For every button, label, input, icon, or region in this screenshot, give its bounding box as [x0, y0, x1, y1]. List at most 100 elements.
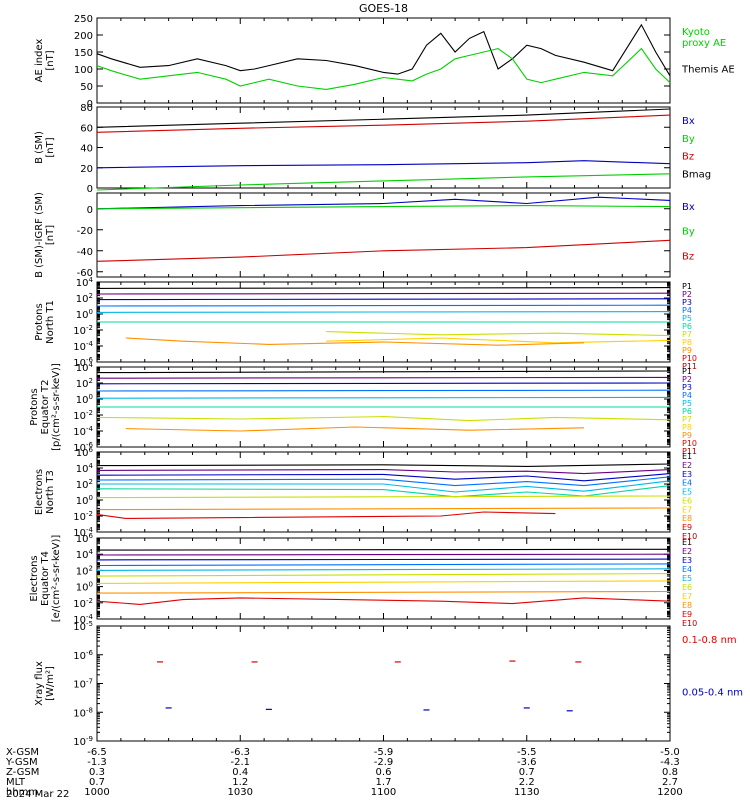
y-tick-label: 150: [74, 48, 93, 59]
series-line-e2: [96, 553, 671, 556]
series-line-p3: [96, 382, 671, 385]
x-row-label: Y-GSM: [5, 757, 38, 768]
legend-entry: E3: [682, 556, 692, 565]
x-table-value: -5.9: [374, 747, 394, 758]
legend-entry: E4: [682, 565, 692, 574]
series-line-bz: [96, 239, 671, 262]
x-table-value: 0.3: [89, 767, 105, 778]
y-axis-label: Xray flux[W/m²]: [34, 661, 56, 706]
legend-entry: E2: [682, 547, 692, 556]
legend-entry: E6: [682, 583, 692, 592]
y-axis-label: ProtonsEquator T2[p/(cm²-s-sr-keV)]: [29, 363, 62, 451]
legend-entry: P3: [682, 383, 692, 392]
panel-7: 10-4 10-2 100 102 104 106 ElectronsEquator T4[…: [29, 532, 697, 628]
series-line-p3: [96, 298, 671, 301]
date-label: 2024 Mar 22: [6, 789, 69, 800]
x-table-value: -6.3: [230, 747, 250, 758]
x-table-value: -4.3: [660, 757, 680, 768]
series-line-p2: [96, 292, 671, 295]
y-axis-label: ElectronsNorth T3: [34, 469, 56, 515]
y-tick-label: 0: [87, 99, 93, 110]
legend-entry: E7: [682, 592, 692, 601]
series-line-e6: [96, 573, 671, 577]
legend-entry: By: [682, 227, 695, 238]
x-table-value: -6.5: [87, 747, 107, 758]
series-line-p5: [96, 311, 671, 313]
x-table-value: 2.2: [519, 777, 535, 788]
series-line-e9: [96, 597, 671, 605]
series-line-p7: [326, 331, 671, 337]
legend-entry: E6: [682, 496, 692, 505]
x-table-value: -2.1: [230, 757, 250, 768]
series-line-e1: [96, 548, 671, 551]
legend-entry: P6: [682, 407, 692, 416]
legend-entry: E8: [682, 601, 692, 610]
legend-entry: P1: [682, 282, 692, 291]
legend-entry: P7: [682, 415, 692, 424]
series-line-p9: [125, 337, 585, 346]
x-table-value: 1.2: [232, 777, 248, 788]
series-line-e3: [96, 558, 671, 561]
y-axis-label: AE index[nT]: [34, 39, 56, 83]
legend-entry: Bx: [682, 116, 695, 127]
y-tick-label: 106: [76, 532, 94, 545]
legend-entry: P6: [682, 322, 692, 331]
x-table-value: 1030: [228, 787, 253, 798]
x-table-value: 1130: [514, 787, 539, 798]
series-line-p8: [326, 337, 671, 344]
series-line-bx: [96, 196, 671, 210]
y-tick-label: 10-6: [73, 649, 93, 662]
x-row-label: MLT: [6, 777, 26, 788]
x-table-value: -1.3: [87, 757, 107, 768]
series-line-by: [96, 205, 671, 210]
x-table-value: 2.7: [662, 777, 678, 788]
y-tick-label: 200: [74, 31, 93, 42]
y-tick-label: 80: [80, 103, 93, 114]
y-tick-label: 10-2: [73, 510, 93, 523]
legend-entry: P11: [682, 447, 697, 456]
series-line-e6: [96, 485, 671, 498]
y-axis-label: B (SM)[nT]: [34, 131, 56, 164]
panel-3: -60 -40 -20 0 B (SM)-IGRF (SM)[nT] Bx By Bz: [34, 192, 695, 279]
y-tick-label: 60: [80, 123, 93, 134]
y-tick-label: 100: [76, 581, 93, 594]
series-line-p2: [96, 376, 671, 379]
legend-entry: Bz: [682, 251, 694, 262]
legend-entry: E1: [682, 452, 692, 461]
series-line-p9: [125, 426, 585, 432]
legend-entry: E5: [682, 574, 692, 583]
y-tick-label: 10-6: [73, 356, 93, 369]
y-tick-label: 102: [76, 377, 93, 390]
y-tick-label: 102: [76, 564, 93, 577]
x-table-value: 0.7: [89, 777, 105, 788]
y-tick-label: 20: [80, 164, 93, 175]
series-line-e7: [96, 580, 671, 584]
legend-entry: P5: [682, 399, 692, 408]
y-tick-label: 40: [80, 144, 93, 155]
legend-entry: By: [682, 134, 695, 145]
y-tick-label: -40: [77, 247, 93, 258]
legend-entry: E9: [682, 523, 692, 532]
series-line-e2: [96, 469, 671, 475]
legend-entry: E1: [682, 538, 692, 547]
y-tick-label: 10-2: [73, 597, 93, 610]
x-table-value: 1100: [371, 787, 396, 798]
y-tick-label: 102: [76, 478, 93, 491]
series-line-p4: [96, 304, 671, 307]
legend-entry: P1: [682, 367, 692, 376]
legend-entry: E10: [682, 532, 697, 541]
legend-entry: P2: [682, 375, 692, 384]
panel-8: 10-9 10-8 10-7 10-6 10-5 Xray flux[W/m²] 0.1-0…: [34, 620, 743, 748]
y-tick-label: 100: [76, 393, 93, 406]
series-line-kyoto-proxy-ae: [96, 47, 671, 90]
legend-entry: Bmag: [682, 169, 711, 180]
series-line-themis-ae: [96, 23, 671, 77]
legend-entry: E8: [682, 514, 692, 523]
legend-entry: P8: [682, 338, 692, 347]
x-table-value: -5.0: [660, 747, 680, 758]
y-axis-label: ElectronsEquator T4[e/(cm²-s-sr-keV)]: [29, 535, 62, 623]
series-line-bmag: [96, 108, 671, 128]
panel-2: 0 20 40 60 80 B (SM)[nT] Bx By Bz Bmag: [34, 103, 711, 195]
legend-entry: Kyoto proxy AE: [682, 27, 726, 49]
